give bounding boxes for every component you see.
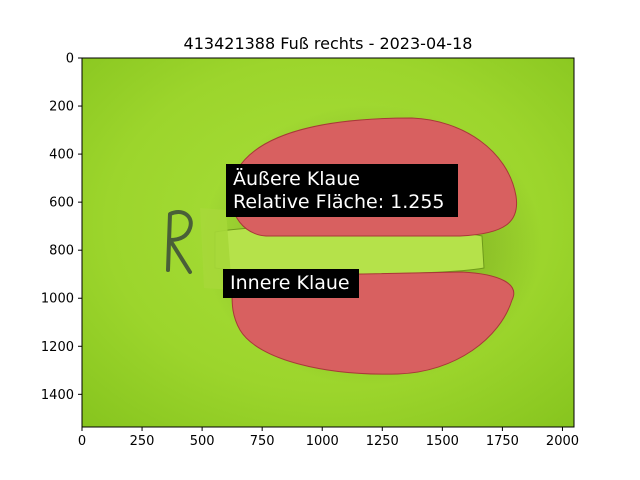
y-tick-label: 800	[49, 244, 74, 259]
x-tick-label: 1750	[486, 434, 519, 449]
annotation-outer-box	[226, 164, 458, 217]
y-tick-label: 400	[49, 148, 74, 163]
y-tick-label: 1000	[41, 292, 74, 307]
y-tick-label: 1400	[41, 388, 74, 403]
axes-frame	[81, 57, 575, 428]
annotation-outer-line1: Äußere Klaue	[233, 167, 360, 190]
annotation-inner-claw: Innere Klaue	[223, 269, 359, 298]
chart-title: 413421388 Fuß rechts - 2023-04-18	[184, 34, 473, 53]
annotation-outer-line2: Relative Fläche: 1.255	[233, 191, 445, 213]
y-axis-ticks: 0 200 400 600 800 1000 1200 1400	[41, 52, 82, 403]
letter-r-marking	[166, 209, 193, 274]
y-tick-label: 0	[66, 52, 74, 67]
x-tick-label: 1000	[306, 434, 339, 449]
y-tick-label: 200	[49, 100, 74, 115]
x-tick-label: 2000	[546, 434, 579, 449]
x-tick-label: 250	[130, 434, 155, 449]
y-tick-label: 1200	[41, 340, 74, 355]
plot-image: Äußere Klaue Relative Fläche: 1.255 Inne…	[82, 58, 574, 427]
x-tick-label: 1250	[366, 434, 399, 449]
x-tick-label: 1500	[426, 434, 459, 449]
annotation-outer-claw: Äußere Klaue Relative Fläche: 1.255	[226, 164, 458, 217]
annotation-inner-line1: Innere Klaue	[230, 272, 350, 294]
annotation-inner-box	[223, 269, 359, 298]
x-tick-label: 500	[190, 434, 215, 449]
x-tick-label: 750	[250, 434, 275, 449]
x-axis-ticks: 0 250 500 750 1000 1250 1500 1750 2000	[78, 427, 579, 449]
y-tick-label: 600	[49, 196, 74, 211]
x-tick-label: 0	[78, 434, 86, 449]
